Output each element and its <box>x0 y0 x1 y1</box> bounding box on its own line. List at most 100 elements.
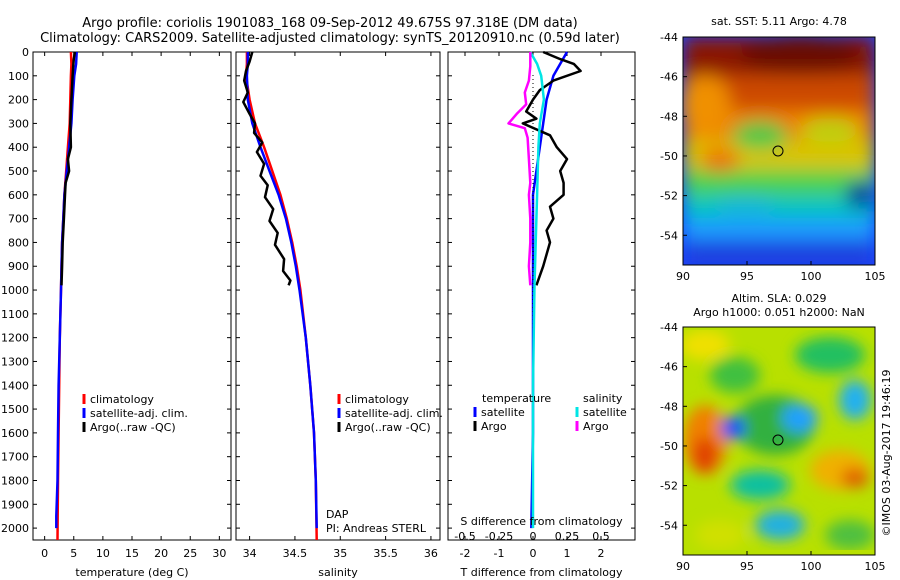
x-tick-label: 20 <box>154 547 168 560</box>
legend-label: satellite <box>481 406 525 419</box>
x-tick-label: 2 <box>598 547 605 560</box>
pi-label: PI: Andreas STERL <box>326 522 427 535</box>
series-temperature-argo <box>521 50 582 286</box>
map-x-tick-label: 100 <box>801 560 822 573</box>
legend-label: climatology <box>345 393 409 406</box>
y-tick-label: 1500 <box>1 403 29 416</box>
series-argo-raw-qc- <box>60 51 77 286</box>
difference-profile-panel: -2 -1 0 1 2 T difference from climatology S di… <box>447 50 636 579</box>
y-tick-label: 1400 <box>1 379 29 392</box>
plot-frame <box>32 51 232 541</box>
sla-map-panel: Altim. SLA: 0.029 Argo h1000: 0.051 h200… <box>660 292 885 573</box>
y-tick-label: 1600 <box>1 427 29 440</box>
x-axis-label: salinity <box>318 566 358 579</box>
temperature-profile-panel: 0100200300400500600700800900100011001200… <box>1 46 232 579</box>
map-y-tick-label: -50 <box>660 440 678 453</box>
legend-title: temperature <box>482 392 551 405</box>
sst-map-title: sat. SST: 5.11 Argo: 4.78 <box>711 15 847 28</box>
y-tick-label: 300 <box>8 117 29 130</box>
map-x-tick-label: 105 <box>865 270 886 283</box>
y-tick-label: 2000 <box>1 522 29 535</box>
legend-label: Argo(..raw -QC) <box>345 421 431 434</box>
x-tick-label: 34 <box>243 547 257 560</box>
y-tick-label: 0 <box>22 46 29 59</box>
map-y-tick-label: -54 <box>660 519 678 532</box>
x-tick-label: -2 <box>460 547 471 560</box>
legend-label: climatology <box>90 393 154 406</box>
y-tick-label: 400 <box>8 141 29 154</box>
s-diff-axis-label: S difference from climatology <box>460 515 623 528</box>
map-y-tick-label: -44 <box>660 31 678 44</box>
map-x-tick-label: 105 <box>865 560 886 573</box>
salinity-profile-panel: 34 34.5 35 35.5 36 salinity climatologysatelli… <box>235 51 443 579</box>
map-y-tick-label: -48 <box>660 400 678 413</box>
y-tick-label: 600 <box>8 189 29 202</box>
x-tick-label: 35.5 <box>373 547 398 560</box>
series-salinity-argo <box>507 52 532 286</box>
s-diff-tick-label: -0.25 <box>485 530 513 543</box>
y-tick-label: 100 <box>8 70 29 83</box>
s-diff-tick-label: -0.5 <box>454 530 475 543</box>
x-tick-label: 30 <box>212 547 226 560</box>
x-tick-label: -1 <box>494 547 505 560</box>
figure-title-line-1: Argo profile: coriolis 1901083_168 09-Se… <box>82 16 578 31</box>
plot-frame <box>235 51 441 541</box>
y-tick-label: 1800 <box>1 474 29 487</box>
map-y-tick-label: -54 <box>660 229 678 242</box>
map-y-tick-label: -50 <box>660 150 678 163</box>
map-y-tick-label: -48 <box>660 110 678 123</box>
map-y-tick-label: -44 <box>660 321 678 334</box>
sla-map-title: Altim. SLA: 0.029 <box>731 292 826 305</box>
legend-label: Argo <box>583 420 609 433</box>
sla-map-subtitle: Argo h1000: 0.051 h2000: NaN <box>693 306 865 319</box>
x-tick-label: 10 <box>96 547 110 560</box>
legend-label: satellite-adj. clim. <box>345 407 443 420</box>
x-tick-label: 36 <box>424 547 438 560</box>
map-x-tick-label: 95 <box>740 270 754 283</box>
y-tick-label: 200 <box>8 94 29 107</box>
legend-label: Argo <box>481 420 507 433</box>
plot-frame <box>447 51 636 541</box>
x-axis-label: T difference from climatology <box>460 566 623 579</box>
s-diff-tick-label: 0.5 <box>592 530 610 543</box>
series-salinity-satellite <box>529 51 546 529</box>
s-diff-tick-label: 0.25 <box>555 530 580 543</box>
y-tick-label: 800 <box>8 236 29 249</box>
map-y-tick-label: -52 <box>660 480 678 493</box>
imos-timestamp: ©IMOS 03-Aug-2017 19:46:19 <box>880 370 893 537</box>
map-y-tick-label: -52 <box>660 190 678 203</box>
sst-map-panel: sat. SST: 5.11 Argo: 4.78 <box>660 15 885 283</box>
x-tick-label: 34.5 <box>283 547 308 560</box>
argo-location-marker <box>772 434 784 446</box>
y-tick-label: 1700 <box>1 451 29 464</box>
x-tick-label: 15 <box>125 547 139 560</box>
y-tick-label: 1900 <box>1 498 29 511</box>
x-tick-label: 0 <box>530 547 537 560</box>
y-tick-label: 1100 <box>1 308 29 321</box>
legend-title: salinity <box>583 392 623 405</box>
y-tick-label: 1200 <box>1 332 29 345</box>
x-tick-label: 25 <box>183 547 197 560</box>
legend-label: satellite <box>583 406 627 419</box>
s-diff-tick-label: 0 <box>530 530 537 543</box>
argo-location-marker <box>772 145 784 157</box>
dap-label: DAP <box>326 508 349 521</box>
map-y-tick-label: -46 <box>660 71 678 84</box>
map-y-tick-label: -46 <box>660 361 678 374</box>
y-tick-label: 500 <box>8 165 29 178</box>
series-argo-raw-qc- <box>242 51 292 286</box>
legend-label: satellite-adj. clim. <box>90 407 188 420</box>
sst-heatmap <box>683 37 875 265</box>
legend-label: Argo(..raw -QC) <box>90 421 176 434</box>
y-tick-label: 1300 <box>1 355 29 368</box>
map-x-tick-label: 95 <box>740 560 754 573</box>
map-x-tick-label: 90 <box>676 560 690 573</box>
sla-heatmap <box>683 327 875 555</box>
x-tick-label: 5 <box>70 547 77 560</box>
figure-title-line-2: Climatology: CARS2009. Satellite-adjuste… <box>40 31 620 46</box>
x-tick-label: 0 <box>41 547 48 560</box>
y-tick-label: 1000 <box>1 284 29 297</box>
x-tick-label: 1 <box>564 547 571 560</box>
x-tick-label: 35 <box>333 547 347 560</box>
